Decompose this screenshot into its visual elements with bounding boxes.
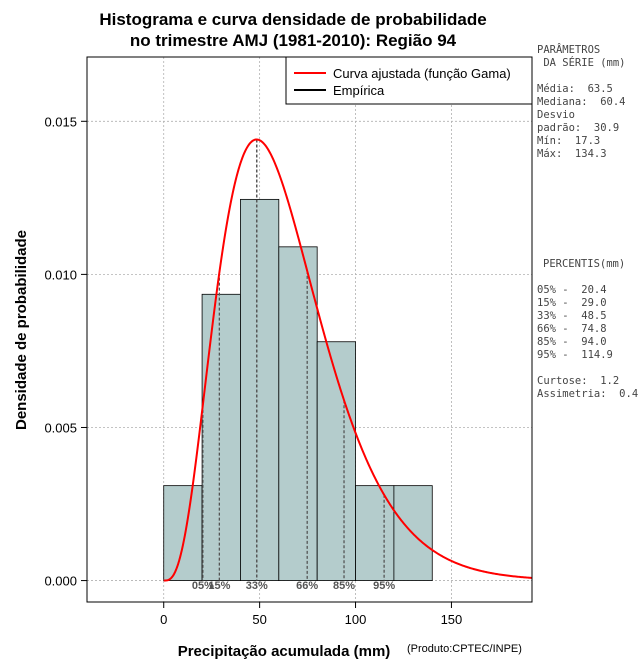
- legend-label-1: Empírica: [333, 83, 385, 98]
- percentiles-list: 05% - 20.4 15% - 29.0 33% - 48.5 66% - 7…: [537, 284, 640, 401]
- param-sd-label: Desvio: [537, 109, 575, 121]
- skewness: Assimetria: 0.4: [537, 388, 639, 400]
- gamma-curve: [163, 138, 533, 582]
- y-tick-label-2: 0.010: [44, 267, 77, 282]
- x-tick-label-1: 50: [252, 612, 266, 627]
- x-tick-label-2: 100: [345, 612, 367, 627]
- percentile-label-2: 33%: [246, 580, 268, 592]
- param-sd: padrão: 30.9: [537, 122, 620, 134]
- params-heading-2: DA SÉRIE (mm): [537, 57, 626, 69]
- param-median: Mediana: 60.4: [537, 96, 626, 108]
- histogram-bar-1: [201, 293, 241, 581]
- percentil-66: 66% - 74.8: [537, 323, 607, 335]
- kurtosis: Curtose: 1.2: [537, 375, 620, 387]
- percentil-33: 33% - 48.5: [537, 310, 607, 322]
- percentis-heading: PERCENTIS(mm): [543, 258, 626, 270]
- chart-title-line-1: Histograma e curva densidade de probabil…: [99, 10, 486, 29]
- legend-label-0: Curva ajustada (função Gama): [333, 66, 511, 81]
- y-tick-label-0: 0.000: [44, 574, 77, 589]
- series-parameters-panel: PARÂMETROS DA SÉRIE (mm) Média: 63.5 Med…: [537, 44, 640, 161]
- percentile-label-3: 66%: [296, 580, 318, 592]
- plot-area: 05%15% 33% 66% 85% 95% 0 50 100 150 0.000 0.005 0.0…: [44, 56, 533, 627]
- histogram-bar-0: [163, 485, 203, 581]
- percentile-label-4: 85%: [333, 580, 355, 592]
- product-credit: (Produto:CPTEC/INPE): [407, 643, 522, 655]
- percentil-85: 85% - 94.0: [537, 336, 607, 348]
- x-axis-title: Precipitação acumulada (mm): [178, 643, 391, 660]
- percentil-05: 05% - 20.4: [537, 284, 607, 296]
- chart-title-line-2: no trimestre AMJ (1981-2010): Região 94: [130, 31, 457, 50]
- x-tick-label-0: 0: [160, 612, 167, 627]
- percentiles-panel: PERCENTIS(mm): [543, 258, 640, 271]
- y-axis-title: Densidade de probabilidade: [13, 230, 30, 430]
- legend-box: [285, 56, 533, 105]
- histogram-bar-2: [240, 198, 280, 581]
- legend: Curva ajustada (função Gama) Empírica: [285, 56, 533, 105]
- histogram-bar-4: [316, 341, 356, 581]
- percentile-label-5: 95%: [373, 580, 395, 592]
- percentile-label-1: 15%: [208, 580, 230, 592]
- percentil-15: 15% - 29.0: [537, 297, 607, 309]
- param-mean: Média: 63.5: [537, 83, 613, 95]
- param-min: Mín: 17.3: [537, 135, 601, 147]
- percentile-label-0: 05%: [192, 580, 214, 592]
- y-tick-label-1: 0.005: [44, 420, 77, 435]
- param-max: Máx: 134.3: [537, 148, 607, 160]
- y-tick-label-3: 0.015: [44, 114, 77, 129]
- x-tick-label-3: 150: [441, 612, 463, 627]
- percentil-95: 95% - 114.9: [537, 349, 613, 361]
- params-heading-1: PARÂMETROS: [537, 44, 601, 56]
- histogram-bar-3: [278, 246, 318, 581]
